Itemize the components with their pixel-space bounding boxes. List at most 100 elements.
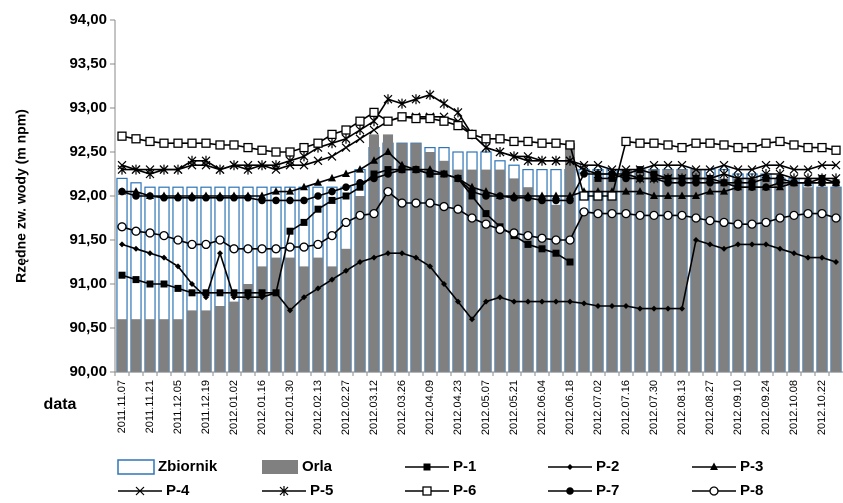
marker [453,120,463,131]
marker [636,187,644,195]
marker [719,217,729,228]
marker [819,254,825,261]
marker [201,239,211,250]
marker [299,160,309,170]
bar [298,266,310,372]
marker [803,208,813,219]
bar [606,178,618,372]
marker [257,244,267,254]
marker [342,192,350,200]
marker [272,187,280,195]
legend-label: Zbiornik [158,458,218,475]
bar [732,178,744,372]
marker [258,191,266,199]
marker [343,267,349,274]
bar [270,257,282,372]
marker [411,198,421,208]
marker [525,298,531,305]
x-tick-label: 2012.09.10 [732,380,744,435]
marker [566,258,574,266]
marker [271,160,281,171]
marker [215,235,225,245]
bar [130,319,142,372]
bar [802,187,814,372]
marker [203,294,209,301]
marker [259,294,265,301]
bar [228,301,240,372]
marker [384,147,392,155]
marker [621,136,631,147]
marker [677,160,687,170]
marker [412,165,420,174]
marker [426,165,434,173]
marker [481,219,491,229]
marker [747,165,757,175]
marker [775,213,785,223]
marker [371,254,377,261]
marker [679,305,685,312]
marker [607,191,617,201]
bar [788,182,800,372]
marker [258,196,266,205]
x-tick-label: 2012.10.08 [788,380,800,435]
marker [524,193,532,202]
marker [327,151,337,161]
marker [495,224,505,235]
marker [831,160,841,170]
x-tick-label: 2011.12.19 [200,380,212,434]
bar [116,319,128,372]
marker [747,173,757,184]
bar [466,169,478,372]
marker [789,210,799,221]
marker [817,160,827,170]
marker [635,138,645,148]
y-tick-label: 91,00 [69,275,107,292]
marker [300,182,308,191]
bar [144,319,156,372]
marker [286,187,294,195]
marker [313,156,323,166]
marker [328,187,336,196]
marker [552,196,560,205]
marker [369,116,379,127]
marker [383,94,393,105]
bar [578,213,590,372]
marker [329,276,335,283]
marker [705,138,715,148]
marker [131,164,141,175]
marker [440,170,448,178]
marker [426,170,434,178]
marker [524,240,532,248]
marker [553,298,559,305]
marker [439,98,449,109]
marker [356,179,364,187]
marker [692,191,700,199]
line [121,111,837,197]
marker [468,192,476,200]
bar [284,257,296,372]
marker [482,210,490,218]
marker [790,179,798,187]
legend-label: P-2 [596,458,619,475]
marker [425,113,435,124]
marker [187,239,197,250]
marker [398,160,406,169]
marker [341,217,351,228]
marker [593,208,603,219]
y-tick-label: 94,00 [69,11,107,28]
marker [483,298,489,305]
x-tick-label: 2011.11.21 [144,380,156,433]
legend-label: P-7 [596,482,619,499]
marker [705,165,715,175]
marker [273,289,279,296]
legend-marker [566,487,574,495]
line [121,116,836,171]
marker [145,169,155,179]
x-tick-label: 2011.12.05 [172,380,184,434]
marker [425,89,435,100]
marker [831,213,841,223]
legend-swatch [262,460,298,474]
bar [214,306,226,372]
marker [593,191,603,201]
marker [230,193,238,202]
